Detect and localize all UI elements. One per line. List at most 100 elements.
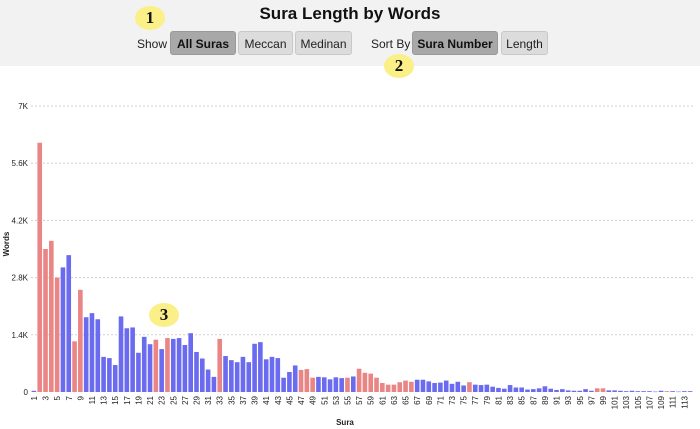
bar-sura-75[interactable] [461, 385, 466, 392]
bar-sura-30[interactable] [200, 358, 205, 393]
bar-sura-69[interactable] [426, 381, 432, 392]
bar-sura-111[interactable] [670, 391, 675, 392]
bar-sura-90[interactable] [548, 388, 554, 392]
bar-sura-37[interactable] [240, 356, 246, 392]
bar-sura-10[interactable] [83, 317, 89, 392]
bar-sura-33[interactable] [217, 338, 223, 392]
bar-sura-84[interactable] [513, 387, 519, 392]
bar-sura-45[interactable] [287, 371, 292, 392]
bar-sura-19[interactable] [136, 352, 141, 392]
bar-sura-21[interactable] [147, 344, 153, 392]
bar-sura-73[interactable] [449, 383, 455, 392]
bar-sura-66[interactable] [409, 381, 414, 392]
bar-sura-110[interactable] [664, 391, 670, 392]
bar-sura-94[interactable] [571, 390, 577, 392]
bar-sura-108[interactable] [652, 391, 658, 393]
bar-sura-3[interactable] [43, 249, 48, 392]
sort-sura-number-button[interactable]: Sura Number [412, 31, 498, 55]
bar-sura-16[interactable] [118, 316, 124, 392]
bar-sura-63[interactable] [391, 384, 397, 392]
bar-sura-26[interactable] [176, 338, 182, 392]
bar-sura-17[interactable] [124, 328, 130, 392]
bar-sura-113[interactable] [681, 391, 687, 392]
bar-sura-92[interactable] [560, 389, 565, 392]
bar-sura-61[interactable] [380, 383, 385, 392]
bar-sura-42[interactable] [269, 356, 275, 392]
bar-sura-96[interactable] [583, 389, 588, 392]
bar-sura-13[interactable] [101, 356, 106, 392]
bar-sura-2[interactable] [37, 142, 43, 392]
bar-sura-103[interactable] [623, 391, 629, 392]
bar-sura-1[interactable] [31, 390, 37, 392]
bar-sura-15[interactable] [112, 365, 118, 392]
bar-sura-112[interactable] [676, 391, 681, 393]
bar-sura-12[interactable] [95, 319, 101, 392]
bar-sura-31[interactable] [205, 369, 211, 392]
bar-sura-57[interactable] [356, 368, 362, 392]
bar-sura-100[interactable] [606, 390, 612, 392]
bar-sura-98[interactable] [594, 388, 600, 392]
bar-sura-4[interactable] [49, 240, 54, 392]
bar-sura-11[interactable] [89, 313, 95, 392]
show-medinan-button[interactable]: Medinan [295, 31, 352, 55]
bar-sura-82[interactable] [501, 388, 507, 392]
bar-sura-8[interactable] [72, 341, 77, 392]
bar-sura-35[interactable] [229, 360, 234, 392]
bar-sura-65[interactable] [403, 380, 408, 392]
bar-sura-58[interactable] [362, 372, 368, 392]
bar-sura-86[interactable] [525, 389, 530, 392]
bar-sura-40[interactable] [258, 342, 263, 392]
bar-sura-107[interactable] [647, 391, 652, 392]
bar-sura-49[interactable] [310, 377, 315, 392]
bar-sura-109[interactable] [658, 390, 664, 392]
bar-sura-5[interactable] [54, 277, 60, 392]
bar-sura-74[interactable] [455, 381, 461, 392]
bar-sura-87[interactable] [531, 389, 536, 392]
bar-sura-22[interactable] [153, 339, 159, 392]
bar-sura-36[interactable] [234, 362, 240, 392]
bar-sura-54[interactable] [339, 378, 344, 392]
bar-sura-60[interactable] [374, 377, 379, 392]
bar-sura-52[interactable] [327, 379, 333, 392]
bar-sura-44[interactable] [281, 377, 286, 392]
bar-sura-23[interactable] [159, 349, 164, 392]
bar-sura-48[interactable] [304, 369, 310, 392]
bar-sura-9[interactable] [78, 289, 83, 392]
bar-sura-102[interactable] [618, 390, 623, 392]
bar-sura-105[interactable] [635, 391, 641, 392]
bar-sura-29[interactable] [194, 351, 199, 392]
bar-sura-91[interactable] [554, 389, 559, 392]
bar-sura-89[interactable] [542, 386, 548, 392]
bar-sura-62[interactable] [385, 384, 391, 392]
bar-sura-93[interactable] [565, 390, 571, 392]
bar-sura-14[interactable] [107, 358, 112, 392]
bar-sura-64[interactable] [397, 382, 403, 392]
bar-sura-71[interactable] [438, 382, 443, 392]
bar-sura-67[interactable] [414, 379, 420, 392]
bar-sura-104[interactable] [629, 390, 635, 392]
bar-sura-43[interactable] [275, 358, 281, 392]
bar-sura-88[interactable] [536, 388, 542, 392]
bar-sura-32[interactable] [211, 376, 217, 392]
bar-sura-6[interactable] [60, 267, 66, 392]
bar-sura-41[interactable] [263, 359, 269, 392]
bar-sura-76[interactable] [467, 382, 472, 392]
bar-sura-59[interactable] [368, 373, 374, 392]
bar-sura-39[interactable] [252, 343, 257, 392]
bar-sura-79[interactable] [484, 384, 490, 392]
bar-sura-51[interactable] [321, 377, 327, 392]
bar-sura-20[interactable] [141, 336, 147, 392]
bar-sura-55[interactable] [345, 377, 350, 392]
bar-sura-106[interactable] [641, 391, 646, 392]
bar-sura-101[interactable] [612, 390, 617, 392]
bar-sura-50[interactable] [316, 376, 321, 392]
bar-sura-68[interactable] [420, 379, 426, 392]
bar-sura-28[interactable] [188, 333, 193, 392]
bar-sura-56[interactable] [350, 376, 356, 392]
bar-sura-72[interactable] [443, 380, 449, 392]
bar-sura-85[interactable] [519, 387, 524, 392]
bar-sura-46[interactable] [292, 365, 298, 392]
bar-sura-25[interactable] [170, 338, 176, 392]
show-meccan-button[interactable]: Meccan [238, 31, 293, 55]
bar-sura-95[interactable] [577, 390, 583, 392]
